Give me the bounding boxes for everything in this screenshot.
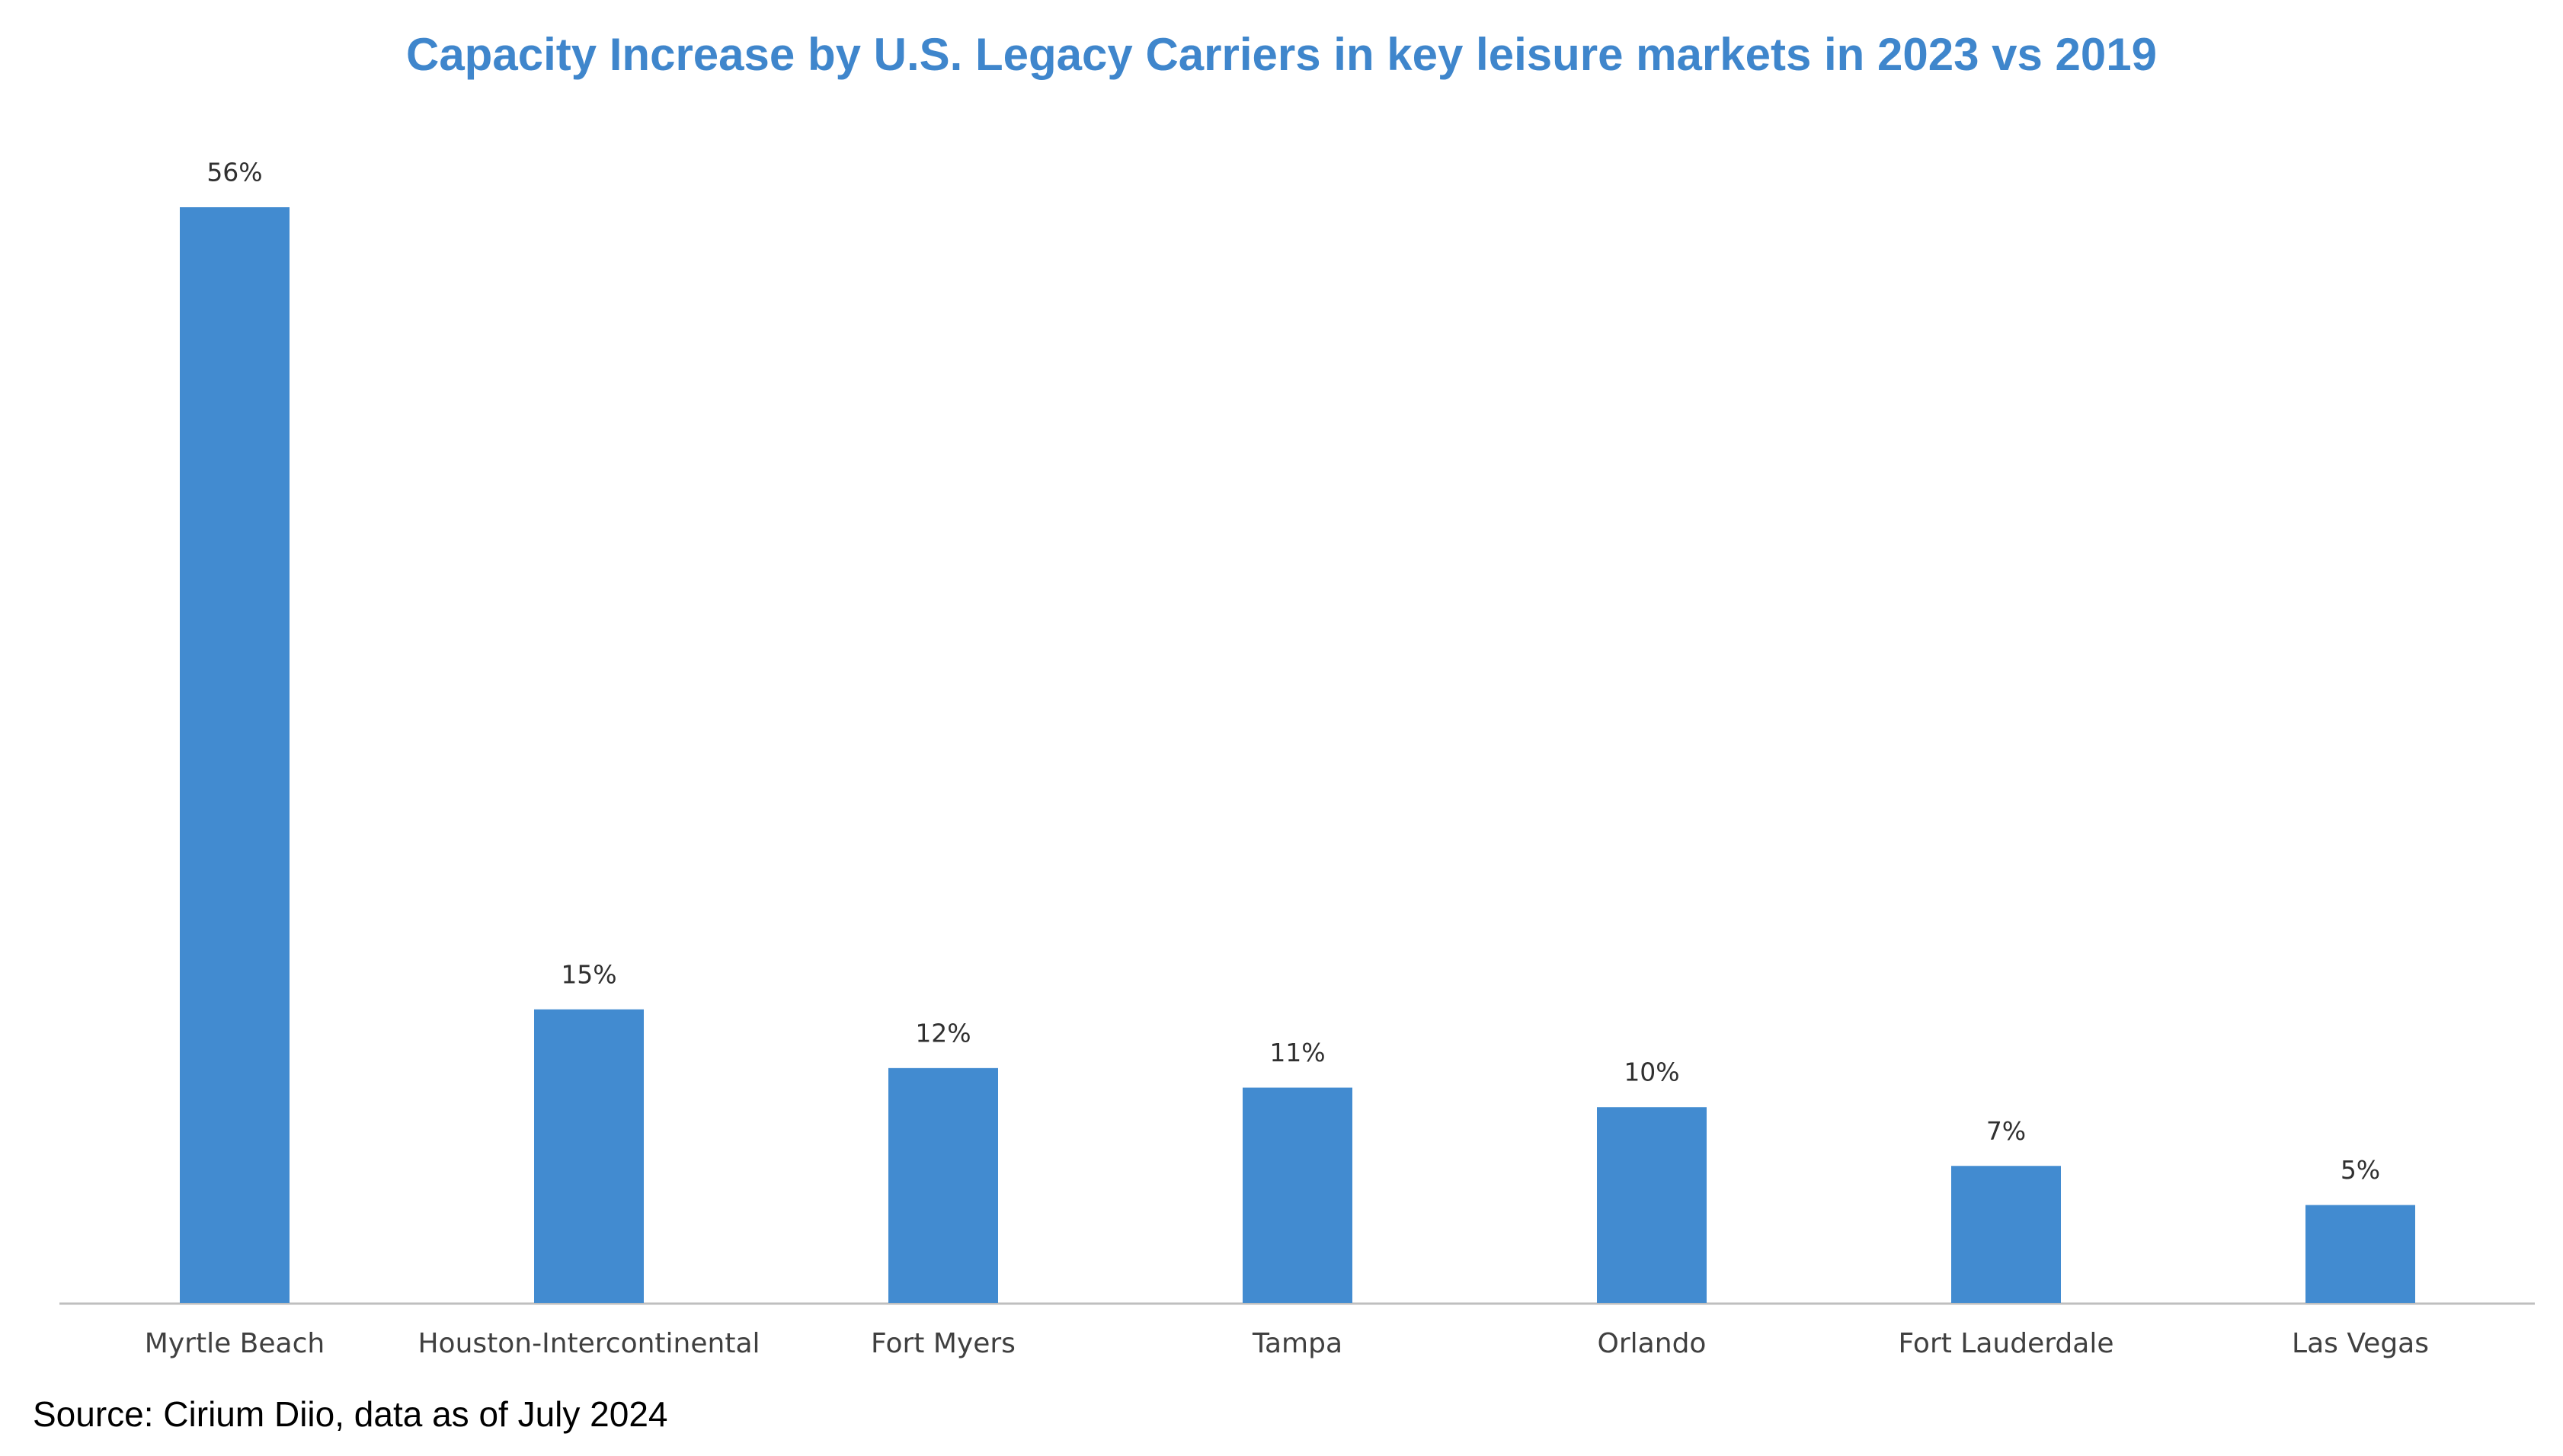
value-label: 5% xyxy=(2341,1155,2380,1185)
x-tick-label: Houston-Intercontinental xyxy=(418,1328,760,1359)
x-tick-label: Fort Lauderdale xyxy=(1899,1328,2114,1359)
bar xyxy=(1243,1087,1352,1303)
bar xyxy=(534,1009,644,1303)
value-label: 12% xyxy=(915,1018,971,1048)
value-label: 7% xyxy=(1986,1116,2026,1146)
x-tick-label: Myrtle Beach xyxy=(145,1328,325,1359)
bar xyxy=(888,1067,998,1303)
value-label: 10% xyxy=(1624,1058,1679,1087)
bar xyxy=(1597,1107,1707,1303)
chart-title: Capacity Increase by U.S. Legacy Carrier… xyxy=(406,29,2157,80)
bar xyxy=(1951,1166,2061,1303)
x-tick-label: Tampa xyxy=(1252,1328,1342,1359)
bar xyxy=(2305,1205,2415,1303)
value-label: 56% xyxy=(206,158,262,187)
source-note: Source: Cirium Diio, data as of July 202… xyxy=(33,1394,668,1434)
value-label: 11% xyxy=(1269,1038,1325,1067)
x-tick-label: Fort Myers xyxy=(871,1328,1016,1359)
x-tick-label: Las Vegas xyxy=(2292,1328,2429,1359)
bar xyxy=(180,207,290,1303)
x-tick-label: Orlando xyxy=(1598,1328,1707,1359)
value-label: 15% xyxy=(561,959,616,989)
